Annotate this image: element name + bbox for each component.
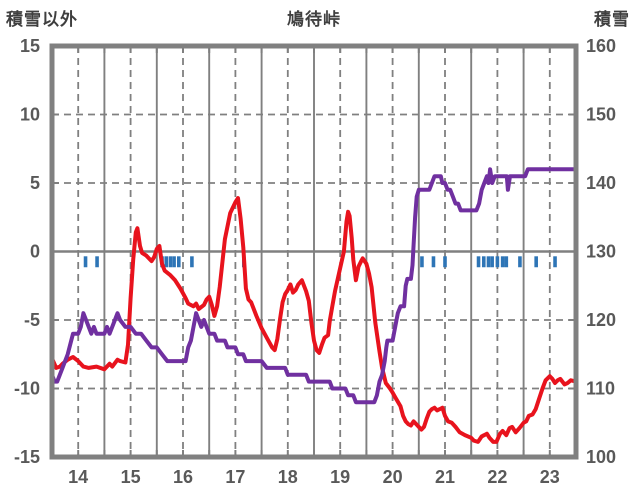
x-axis-tick-label: 21	[435, 467, 455, 487]
x-axis-tick-label: 14	[68, 467, 88, 487]
x-axis-tick-label: 16	[173, 467, 193, 487]
x-axis-tick-label: 20	[383, 467, 403, 487]
right-axis-tick-label: 100	[586, 447, 616, 467]
left-axis-tick-label: 15	[20, 36, 40, 56]
right-axis-tick-label: 130	[586, 242, 616, 262]
right-axis-tick-label: 110	[586, 379, 615, 399]
right-axis-tick-label: 160	[586, 36, 616, 56]
left-axis-title: 積雪以外	[6, 10, 78, 29]
sekisetsu-igai-line	[50, 196, 578, 444]
x-axis-tick-label: 15	[121, 467, 141, 487]
left-axis-tick-label: 5	[30, 173, 40, 193]
x-axis-tick-label: 22	[487, 467, 507, 487]
x-axis-tick-label: 18	[278, 467, 298, 487]
left-axis-tick-label: 0	[30, 242, 40, 262]
snow-depth-line	[50, 167, 578, 405]
right-axis-tick-label: 140	[586, 173, 616, 193]
right-axis-title: 積雪	[594, 10, 630, 29]
x-axis-tick-label: 19	[330, 467, 350, 487]
plot-frame	[49, 43, 579, 460]
left-axis-tick-label: 10	[20, 105, 40, 125]
left-axis-tick-label: -15	[14, 447, 40, 467]
chart-title: 鳩待峠	[287, 10, 341, 29]
x-axis-tick-label: 17	[225, 467, 245, 487]
right-axis-tick-label: 120	[586, 310, 616, 330]
x-axis-tick-label: 23	[540, 467, 560, 487]
right-axis-tick-label: 150	[586, 105, 616, 125]
left-axis-tick-label: -10	[14, 379, 40, 399]
left-axis-tick-label: -5	[24, 310, 40, 330]
